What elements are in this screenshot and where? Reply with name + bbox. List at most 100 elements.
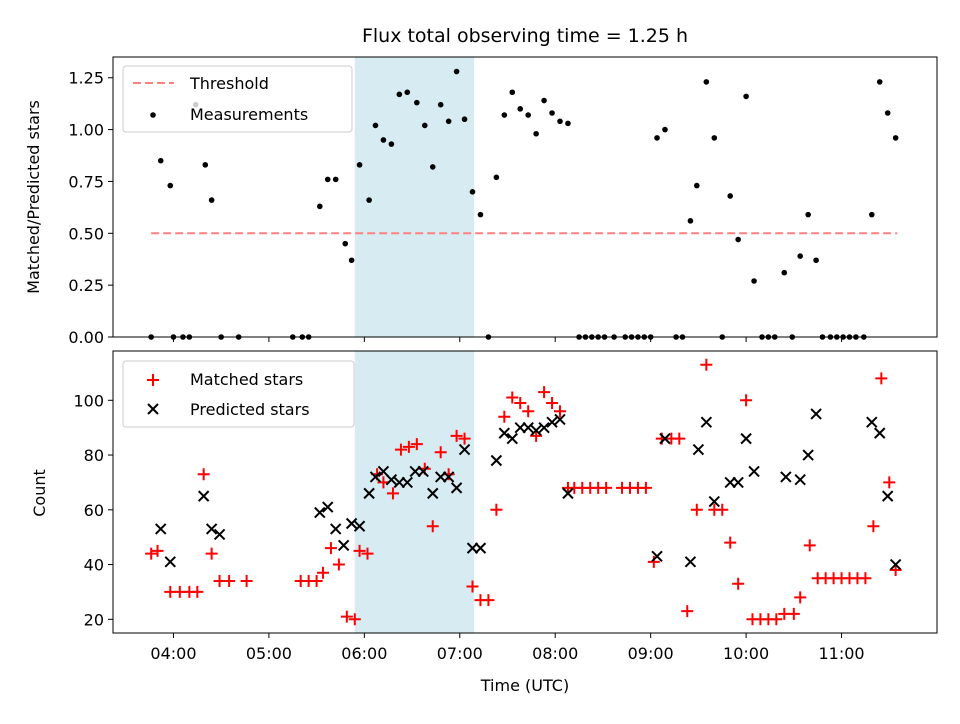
- predicted-star-point: [780, 471, 792, 483]
- matched-star-point: [394, 443, 407, 456]
- y-tick-label: 1.00: [68, 121, 104, 140]
- y-tick-label: 0.00: [68, 328, 104, 347]
- matched-star-point: [332, 558, 345, 571]
- predicted-star-point: [458, 443, 471, 456]
- predicted-star-point: [337, 539, 350, 552]
- predicted-star-point: [522, 421, 534, 434]
- matched-star-point: [426, 520, 439, 533]
- measurement-point: [477, 211, 484, 218]
- predicted-star-point: [401, 476, 413, 489]
- matched-star-point: [324, 542, 337, 555]
- bottom-legend-box: [122, 360, 355, 428]
- predicted-star-point: [329, 523, 342, 535]
- predicted-star-point: [732, 476, 744, 489]
- measurement-point: [687, 218, 694, 224]
- matched-star-point: [794, 591, 807, 604]
- measurement-point: [366, 197, 372, 203]
- matched-star-point: [690, 503, 703, 516]
- matched-star-point: [348, 613, 361, 626]
- matched-star-point: [716, 503, 729, 516]
- measurement-point: [388, 141, 395, 147]
- predicted-star-point: [417, 465, 429, 478]
- measurement-point: [429, 164, 436, 170]
- matched-star-point: [490, 503, 503, 516]
- matched-star-point: [522, 405, 535, 418]
- matched-star-point: [647, 555, 660, 568]
- matched-star-point: [740, 394, 753, 407]
- y-tick-label: 0.50: [68, 224, 104, 243]
- x-tick-label: 09:00: [628, 644, 674, 663]
- measurement-point: [332, 176, 339, 183]
- y-tick-label: 80: [84, 446, 104, 465]
- top-shaded-region: [354, 57, 475, 337]
- measurement-point: [445, 118, 452, 125]
- bottom-y-ticks: 20 40 60 80 100: [73, 391, 113, 629]
- matched-star-point: [410, 438, 423, 451]
- legend-matched-swatch: [147, 374, 159, 386]
- measurement-point: [356, 162, 363, 168]
- predicted-star-point: [197, 490, 210, 502]
- predicted-star-point: [213, 528, 226, 541]
- predicted-star-point: [740, 432, 752, 445]
- measurement-point: [549, 110, 555, 116]
- measurement-point: [414, 99, 420, 106]
- predicted-star-point: [802, 449, 814, 461]
- matched-star-point: [361, 547, 374, 560]
- matched-star-point: [240, 574, 253, 587]
- predicted-star-point: [474, 542, 487, 554]
- matched-star-point: [506, 391, 519, 404]
- matched-star-point: [145, 547, 158, 560]
- measurement-point: [396, 91, 403, 98]
- top-y-axis-label: Matched/Predicted stars: [24, 100, 43, 294]
- measurement-point: [324, 176, 331, 183]
- measurement-point: [797, 253, 803, 259]
- measurement-point: [469, 189, 476, 195]
- matched-star-point: [498, 410, 511, 423]
- measurement-point: [541, 97, 547, 104]
- legend-threshold-label: Threshold: [189, 74, 269, 93]
- predicted-star-point: [546, 416, 558, 428]
- matched-star-point: [310, 574, 323, 587]
- predicted-star-point: [353, 520, 366, 532]
- measurement-point: [693, 182, 700, 189]
- matched-star-point: [353, 544, 366, 557]
- predicted-star-point: [322, 501, 334, 513]
- measurement-point: [493, 174, 500, 181]
- predicted-star-point: [155, 523, 167, 535]
- count-points: [145, 358, 902, 626]
- top-plot-frame: [112, 56, 938, 338]
- x-tick-label: 10:00: [723, 644, 769, 663]
- measurement-point: [421, 122, 428, 129]
- predicted-star-point: [659, 432, 671, 445]
- measurement-point: [892, 135, 899, 141]
- y-tick-label: 1.25: [68, 69, 104, 88]
- matched-star-point: [316, 566, 329, 579]
- matched-star-point: [514, 397, 527, 410]
- x-tick-label: 04:00: [150, 644, 196, 663]
- matched-star-point: [803, 539, 816, 552]
- y-tick-label: 20: [84, 610, 104, 629]
- measurement-point: [509, 89, 516, 96]
- measurement-point: [316, 203, 323, 210]
- predicted-star-point: [794, 473, 806, 486]
- measurement-point: [662, 126, 668, 133]
- matched-star-point: [553, 405, 566, 418]
- top-legend: Threshold Measurements: [122, 65, 353, 133]
- predicted-star-point: [889, 558, 902, 571]
- matched-star-point: [386, 487, 399, 500]
- matched-star-point: [724, 536, 737, 549]
- measurement-point: [781, 269, 788, 276]
- measurement-point: [805, 211, 811, 218]
- x-axis-label: Time (UTC): [480, 676, 569, 695]
- matched-star-point: [466, 580, 479, 593]
- measurement-point: [868, 211, 875, 218]
- bottom-x-ticks: 04:00 05:00 06:00 07:00 08:00 09:00 10:00 11:00: [150, 633, 865, 663]
- x-tick-label: 06:00: [341, 644, 387, 663]
- bottom-plot-frame: [112, 350, 938, 634]
- matched-star-point: [546, 397, 559, 410]
- matched-star-point: [859, 572, 872, 585]
- predicted-star-point: [700, 416, 713, 428]
- matched-star-point: [205, 547, 218, 560]
- x-tick-label: 08:00: [532, 644, 578, 663]
